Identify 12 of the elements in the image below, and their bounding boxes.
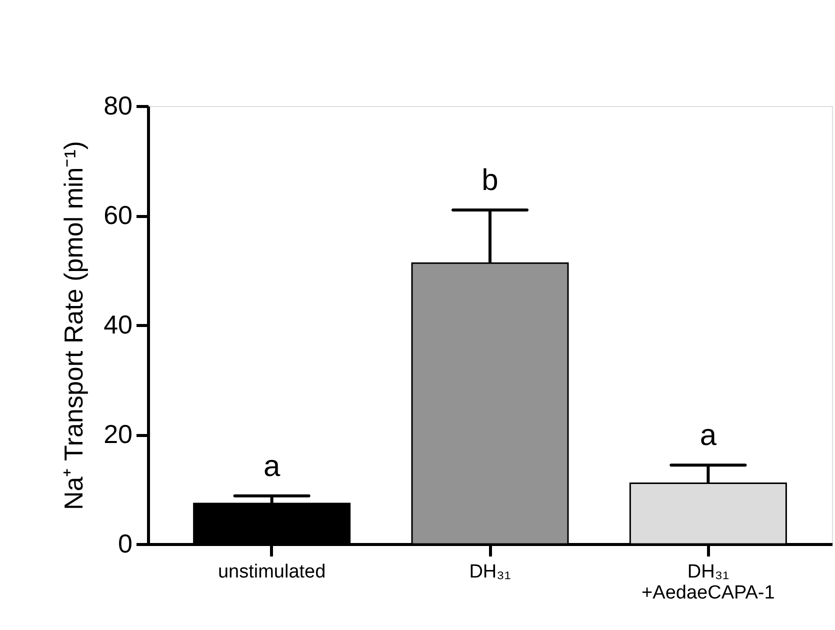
y-axis-title: Na⁺ Transport Rate (pmol min⁻¹) [58,140,89,510]
annotation: b [482,164,498,198]
y-tick-label: 0 [118,528,132,558]
x-tick-label: unstimulated [218,562,326,582]
y-tick-label: 20 [104,419,132,449]
annotation: a [263,450,280,483]
y-tick-label: 80 [104,90,132,120]
y-tick-label: 60 [104,200,132,230]
x-tick-label: DH₃₁ +AedaeCAPA-1 [642,562,775,604]
y-tick-label: 40 [104,310,132,340]
annotation: a [700,419,717,452]
x-tick-label: DH₃₁ [469,562,511,582]
